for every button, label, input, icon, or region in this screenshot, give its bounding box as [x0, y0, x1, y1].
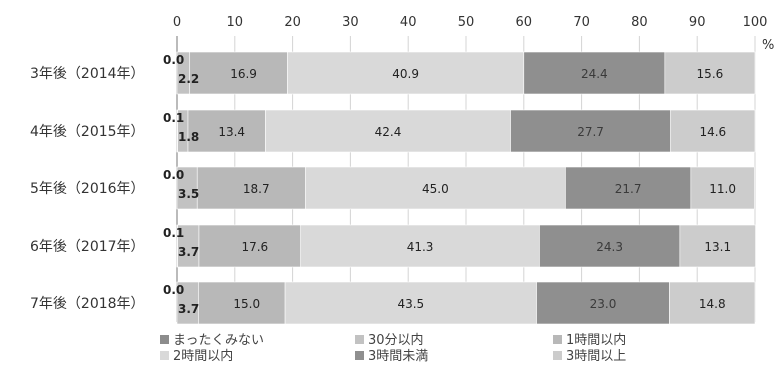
- data-label: 11.0: [709, 182, 736, 196]
- category-label: 4年後（2015年）: [30, 124, 145, 140]
- bar-segment: [305, 166, 566, 210]
- x-tick-label: 30: [342, 15, 359, 30]
- data-label: 0.1: [163, 226, 184, 240]
- legend-swatch: [553, 351, 562, 360]
- legend-swatch: [355, 335, 364, 344]
- x-tick-label: 50: [458, 15, 475, 30]
- legend-swatch: [160, 335, 169, 344]
- legend-label: 3時間以上: [566, 349, 626, 364]
- data-label: 1.8: [178, 130, 199, 144]
- bar-segment: [664, 51, 756, 95]
- legend-label: まったくみない: [173, 333, 264, 348]
- x-tick-label: 10: [227, 15, 244, 30]
- x-axis-unit: %: [762, 38, 774, 53]
- category-labels: 3年後（2014年） 4年後（2015年） 5年後（2016年） 6年後（2017年）…: [30, 66, 145, 312]
- x-tick-label: 20: [284, 15, 301, 30]
- x-tick-label: 80: [631, 15, 648, 30]
- data-label: 43.5: [397, 297, 424, 311]
- category-label: 5年後（2016年）: [30, 181, 145, 197]
- x-tick-label: 90: [689, 15, 706, 30]
- x-axis-ticks: 0 10 20 30 40 50 60 70 80 90 100: [173, 15, 768, 30]
- category-label: 7年後（2018年）: [30, 296, 145, 312]
- data-label: 0.1: [163, 111, 184, 125]
- data-label: 18.7: [243, 182, 270, 196]
- data-label: 13.1: [704, 240, 731, 254]
- data-label: 27.7: [577, 125, 604, 139]
- data-label: 15.6: [697, 67, 724, 81]
- data-label: 14.8: [699, 297, 726, 311]
- data-label: 2.2: [178, 72, 199, 86]
- bar-segment: [189, 51, 288, 95]
- bar-segment: [539, 224, 681, 268]
- data-label: 21.7: [615, 182, 642, 196]
- data-labels: 0.0 2.2 16.9 40.9 24.4 15.6 0.1 1.8 13.4 42.4 27.7…: [163, 53, 736, 316]
- legend: まったくみない 30分以内 1時間以内 2時間以内 3時間未満 3時間以上: [160, 332, 626, 364]
- legend-swatch: [160, 351, 169, 360]
- bar-segment: [198, 281, 286, 325]
- data-label: 14.6: [699, 125, 726, 139]
- data-label: 17.6: [241, 240, 268, 254]
- legend-swatch: [553, 335, 562, 344]
- data-label: 23.0: [590, 297, 617, 311]
- data-label: 0.0: [163, 168, 184, 182]
- data-label: 16.9: [230, 67, 257, 81]
- bar-segment: [187, 109, 266, 153]
- x-tick-label: 100: [743, 15, 768, 30]
- data-label: 0.0: [163, 53, 184, 67]
- x-tick-label: 40: [400, 15, 417, 30]
- data-label: 3.7: [178, 245, 199, 259]
- data-label: 3.7: [178, 302, 199, 316]
- bar-series: [176, 51, 756, 325]
- bar-segment: [536, 281, 670, 325]
- data-label: 13.4: [218, 125, 245, 139]
- data-label: 42.4: [375, 125, 402, 139]
- x-tick-label: 60: [516, 15, 533, 30]
- bar-segment: [669, 281, 756, 325]
- data-label: 15.0: [233, 297, 260, 311]
- legend-label: 1時間以内: [566, 332, 626, 348]
- bar-segment: [565, 166, 692, 210]
- data-label: 0.0: [163, 283, 184, 297]
- data-label: 24.3: [596, 240, 623, 254]
- data-label: 24.4: [581, 67, 608, 81]
- bar-segment: [196, 166, 306, 210]
- data-label: 40.9: [392, 67, 419, 81]
- legend-swatch: [355, 351, 364, 360]
- bar-segment: [523, 51, 666, 95]
- category-label: 6年後（2017年）: [30, 239, 145, 255]
- bar-segment: [265, 109, 511, 153]
- bar-segment: [670, 109, 756, 153]
- data-label: 41.3: [407, 240, 434, 254]
- bar-segment: [287, 51, 525, 95]
- bar-segment: [510, 109, 671, 153]
- legend-label: 2時間以内: [173, 348, 233, 364]
- bar-segment: [690, 166, 755, 210]
- bar-segment: [679, 224, 756, 268]
- data-label: 45.0: [422, 182, 449, 196]
- bar-segment: [198, 224, 301, 268]
- x-tick-label: 70: [573, 15, 590, 30]
- legend-label: 3時間未満: [368, 349, 428, 364]
- category-label: 3年後（2014年）: [30, 66, 145, 82]
- x-tick-label: 0: [173, 15, 181, 30]
- data-label: 3.5: [178, 187, 199, 201]
- bar-segment: [284, 281, 537, 325]
- legend-label: 30分以内: [368, 332, 424, 348]
- bar-segment: [300, 224, 540, 268]
